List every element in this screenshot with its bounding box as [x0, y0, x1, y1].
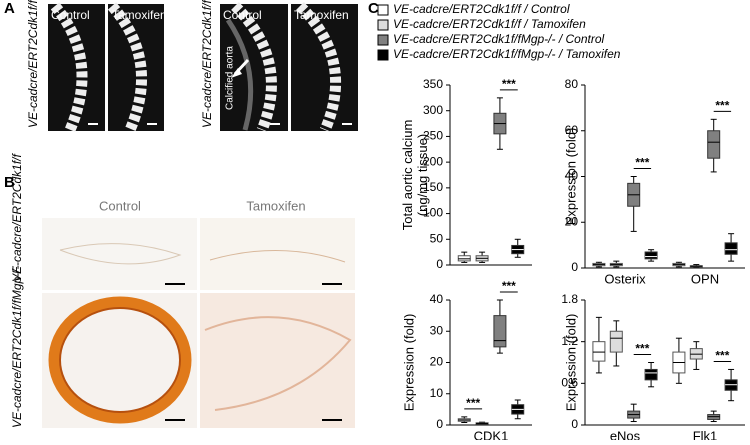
- y-tick-label: 100: [423, 206, 443, 220]
- y-axis-label: Expression (fold): [563, 128, 578, 226]
- significance-label: ***: [635, 342, 649, 356]
- significance-label: ***: [502, 279, 516, 293]
- x-tick-label: eNos: [610, 428, 641, 440]
- significance-label: ***: [635, 156, 649, 170]
- y-tick-label: 0: [436, 417, 443, 431]
- row-label: VE-cadcre/ERT2Cdk1f/fMgp-/-: [200, 0, 214, 128]
- y-tick-label: 150: [423, 180, 443, 194]
- y-tick-label: 10: [430, 386, 444, 400]
- significance-label: ***: [466, 396, 480, 410]
- y-tick-label: 350: [423, 77, 443, 91]
- legend-swatch: [377, 34, 389, 46]
- y-tick-label: 60: [565, 123, 579, 137]
- y-tick-label: 40: [565, 169, 579, 183]
- y-tick-label: 300: [423, 103, 443, 117]
- x-tick-label: OPN: [691, 271, 719, 286]
- y-axis-label: Expression (fold): [563, 314, 578, 412]
- column-label: Tamoxifen: [294, 8, 349, 22]
- y-axis-label: Total aortic calcium: [400, 120, 415, 231]
- y-tick-label: 1.2: [561, 334, 578, 348]
- y-tick-label: 0: [571, 260, 578, 274]
- micro-ct-images: [48, 2, 358, 133]
- box: [724, 242, 738, 255]
- column-label: Control: [223, 8, 262, 22]
- legend-label: VE-cadcre/ERT2Cdk1f/f / Tamoxifen: [393, 17, 586, 31]
- y-tick-label: 250: [423, 129, 443, 143]
- column-label: Tamoxifen: [112, 8, 167, 22]
- y-tick-label: 0.6: [561, 376, 578, 390]
- box: [609, 330, 623, 353]
- x-tick-label: Flk1: [693, 428, 718, 440]
- legend-label: VE-cadcre/ERT2Cdk1f/fMgp-/- / Tamoxifen: [393, 47, 621, 61]
- legend-swatch: [377, 49, 389, 61]
- panel-label: C: [368, 0, 379, 17]
- legend-label: VE-cadcre/ERT2Cdk1f/f / Control: [393, 2, 570, 16]
- box: [592, 341, 606, 362]
- box: [644, 368, 658, 381]
- panel-label: B: [4, 174, 15, 191]
- box: [457, 255, 471, 262]
- legend-label: VE-cadcre/ERT2Cdk1f/fMgp-/- / Control: [393, 32, 605, 46]
- column-label: Control: [51, 8, 90, 22]
- arrow-label: Calcified aorta: [225, 46, 236, 110]
- row-label: VE-cadcre/ERT2Cdk1f/f: [10, 153, 24, 282]
- y-axis-label: (ng/mg tissue): [415, 134, 430, 216]
- x-tick-label: CDK1: [474, 428, 509, 440]
- y-tick-label: 20: [430, 355, 444, 369]
- y-tick-label: 20: [565, 214, 579, 228]
- y-tick-label: 200: [423, 154, 443, 168]
- row-label: VE-cadcre/ERT2Cdk1f/fMgp-/-: [10, 265, 24, 428]
- legend-swatch: [377, 4, 389, 16]
- y-tick-label: 0: [436, 257, 443, 271]
- box: [707, 130, 721, 159]
- y-tick-label: 0: [571, 417, 578, 431]
- row-label: VE-cadcre/ERT2Cdk1f/f: [26, 0, 40, 128]
- y-tick-label: 80: [565, 77, 579, 91]
- x-tick-label: Osterix: [604, 271, 646, 286]
- y-tick-label: 30: [430, 323, 444, 337]
- histology-images: [42, 218, 355, 428]
- box: [644, 251, 658, 260]
- y-tick-label: 40: [430, 292, 444, 306]
- significance-label: ***: [715, 349, 729, 363]
- significance-label: ***: [715, 98, 729, 112]
- y-axis-label: Expression (fold): [401, 314, 416, 412]
- box: [493, 315, 507, 348]
- y-tick-label: 1.8: [561, 292, 578, 306]
- y-tick-label: 50: [430, 231, 444, 245]
- significance-label: ***: [502, 77, 516, 91]
- column-label: Control: [99, 198, 141, 213]
- panel-label: A: [4, 0, 15, 17]
- column-label: Tamoxifen: [246, 198, 305, 213]
- legend-swatch: [377, 19, 389, 31]
